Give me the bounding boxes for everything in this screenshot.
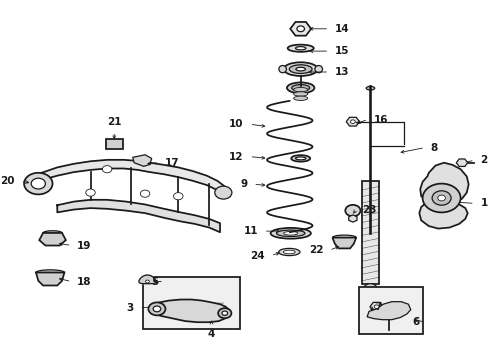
Circle shape	[140, 190, 149, 197]
Ellipse shape	[276, 230, 305, 237]
Ellipse shape	[366, 86, 374, 90]
Ellipse shape	[270, 228, 310, 239]
Text: 4: 4	[207, 329, 215, 339]
Text: 22: 22	[308, 245, 323, 255]
Circle shape	[345, 205, 360, 216]
Text: 16: 16	[373, 114, 387, 125]
Circle shape	[431, 191, 450, 205]
Ellipse shape	[314, 66, 322, 73]
Text: 15: 15	[334, 46, 348, 56]
Circle shape	[24, 173, 52, 194]
Polygon shape	[366, 302, 410, 320]
Text: 9: 9	[240, 179, 247, 189]
Text: 1: 1	[480, 198, 487, 208]
Text: 12: 12	[229, 152, 243, 162]
Circle shape	[173, 193, 183, 200]
Circle shape	[222, 311, 227, 315]
Ellipse shape	[283, 62, 317, 76]
Circle shape	[437, 195, 445, 201]
Bar	[358, 287, 422, 334]
Ellipse shape	[36, 270, 64, 275]
Text: 19: 19	[77, 240, 91, 251]
Polygon shape	[132, 155, 151, 166]
Circle shape	[422, 184, 460, 212]
Ellipse shape	[287, 45, 313, 52]
Text: 3: 3	[126, 303, 133, 313]
Text: 11: 11	[243, 226, 258, 236]
Ellipse shape	[278, 66, 286, 73]
Text: 10: 10	[229, 119, 243, 129]
Ellipse shape	[278, 248, 299, 256]
Text: 18: 18	[77, 276, 92, 287]
Text: 24: 24	[250, 251, 264, 261]
Ellipse shape	[286, 82, 314, 93]
Text: 23: 23	[361, 204, 376, 215]
Text: 13: 13	[334, 67, 348, 77]
Circle shape	[148, 302, 165, 315]
Polygon shape	[39, 233, 66, 246]
Ellipse shape	[289, 65, 311, 73]
Circle shape	[296, 26, 304, 32]
Ellipse shape	[291, 85, 309, 91]
Text: 7: 7	[374, 302, 381, 312]
Text: 2: 2	[480, 155, 487, 165]
Circle shape	[214, 186, 231, 199]
Polygon shape	[150, 300, 229, 322]
Ellipse shape	[295, 47, 305, 50]
Ellipse shape	[283, 250, 295, 254]
Circle shape	[85, 189, 95, 196]
Text: 6: 6	[411, 317, 418, 327]
Ellipse shape	[291, 155, 309, 162]
Circle shape	[219, 190, 227, 195]
Circle shape	[373, 305, 378, 309]
Circle shape	[31, 178, 45, 189]
Circle shape	[350, 120, 354, 123]
Ellipse shape	[295, 157, 305, 160]
Text: 5: 5	[151, 276, 158, 287]
Bar	[105, 139, 122, 149]
Circle shape	[218, 308, 231, 318]
Ellipse shape	[295, 67, 305, 71]
Polygon shape	[41, 160, 224, 196]
Circle shape	[153, 306, 161, 312]
Polygon shape	[332, 238, 355, 248]
Polygon shape	[139, 275, 156, 284]
Circle shape	[145, 280, 149, 283]
Ellipse shape	[385, 327, 393, 331]
Circle shape	[102, 166, 112, 173]
Polygon shape	[57, 200, 220, 232]
Ellipse shape	[283, 231, 297, 235]
Text: 8: 8	[430, 143, 437, 153]
Ellipse shape	[293, 96, 307, 100]
Text: 20: 20	[0, 176, 15, 186]
Ellipse shape	[332, 235, 355, 240]
Ellipse shape	[293, 92, 307, 96]
Text: 14: 14	[334, 24, 349, 34]
Text: 17: 17	[164, 158, 179, 168]
Circle shape	[363, 284, 376, 294]
Bar	[361, 181, 378, 284]
Bar	[142, 277, 240, 329]
Polygon shape	[418, 163, 468, 229]
Text: 21: 21	[107, 117, 121, 127]
Ellipse shape	[43, 231, 62, 235]
Ellipse shape	[293, 87, 307, 92]
Polygon shape	[36, 273, 64, 285]
